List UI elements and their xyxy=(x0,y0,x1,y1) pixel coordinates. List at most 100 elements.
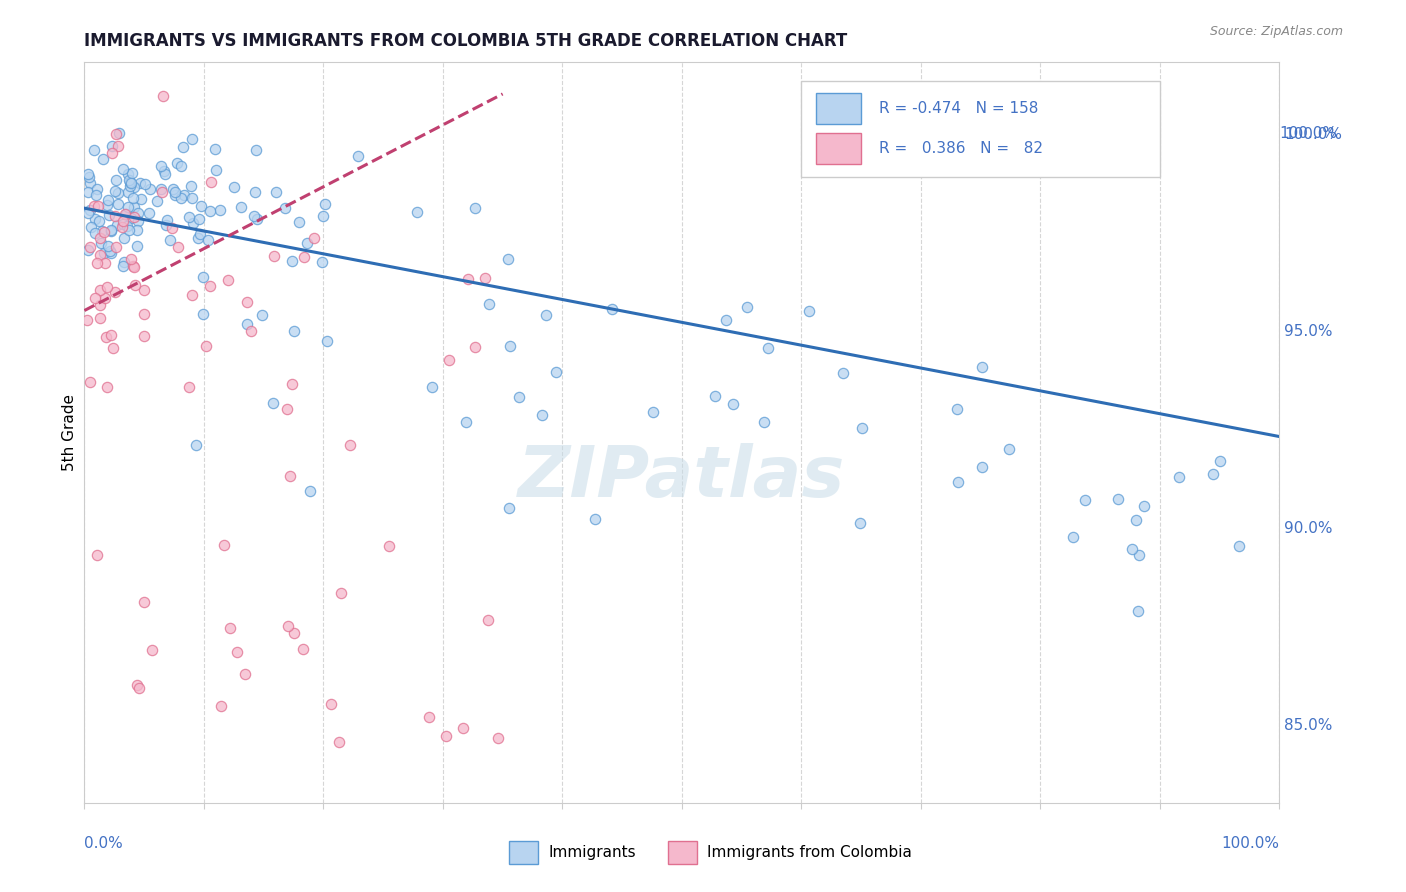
Point xyxy=(96,380,118,394)
Point xyxy=(96,280,118,294)
Point xyxy=(752,415,775,429)
Point xyxy=(243,209,266,223)
Point xyxy=(101,342,124,356)
Point xyxy=(281,253,304,268)
Point xyxy=(187,212,209,227)
Point xyxy=(735,300,758,314)
Text: 100.0%: 100.0% xyxy=(1279,126,1337,141)
Point xyxy=(132,283,155,297)
Point xyxy=(77,169,100,184)
Point xyxy=(107,186,129,200)
Point xyxy=(1128,549,1150,563)
Point xyxy=(111,162,134,177)
Point xyxy=(222,179,245,194)
Point xyxy=(283,625,305,640)
Point xyxy=(246,212,269,227)
Point xyxy=(166,240,188,254)
Point xyxy=(153,167,176,181)
FancyBboxPatch shape xyxy=(668,841,697,863)
FancyBboxPatch shape xyxy=(509,841,538,863)
Point xyxy=(117,200,139,214)
Point xyxy=(145,194,167,209)
Point xyxy=(274,202,297,216)
Point xyxy=(94,329,117,343)
Point xyxy=(120,175,142,189)
Point xyxy=(125,678,148,692)
Point xyxy=(121,259,143,273)
Point xyxy=(104,285,127,299)
Point xyxy=(83,291,105,305)
Point xyxy=(117,223,139,237)
Point xyxy=(262,396,284,410)
Point xyxy=(946,402,969,417)
Text: ZIPatlas: ZIPatlas xyxy=(519,442,845,511)
Point xyxy=(339,438,361,452)
Point xyxy=(166,156,188,170)
Point xyxy=(107,126,129,140)
Text: Source: ZipAtlas.com: Source: ZipAtlas.com xyxy=(1209,25,1343,38)
Point xyxy=(89,283,111,297)
Point xyxy=(849,516,872,530)
Point xyxy=(163,185,186,199)
Point xyxy=(122,210,145,224)
Point xyxy=(291,642,314,657)
Point xyxy=(89,298,111,312)
Point xyxy=(283,324,305,338)
Point xyxy=(159,233,181,247)
Point xyxy=(83,143,105,157)
Point xyxy=(160,221,183,235)
Point xyxy=(100,246,122,260)
Point xyxy=(292,250,315,264)
Point xyxy=(464,340,486,354)
Point xyxy=(534,309,557,323)
Point xyxy=(437,352,460,367)
Point xyxy=(101,146,124,161)
Point xyxy=(93,226,115,240)
Point xyxy=(118,173,141,187)
Point xyxy=(997,442,1019,456)
Point xyxy=(188,227,211,241)
Point xyxy=(186,438,208,452)
Point xyxy=(150,185,173,199)
Point xyxy=(1201,467,1223,481)
Text: R =   0.386   N =   82: R = 0.386 N = 82 xyxy=(879,141,1043,156)
Point xyxy=(477,613,499,627)
Point xyxy=(191,307,214,321)
Point xyxy=(152,164,174,178)
Point xyxy=(77,243,100,257)
Point xyxy=(181,191,204,205)
Point xyxy=(378,540,401,554)
Point xyxy=(245,143,267,157)
Point xyxy=(714,313,737,327)
Point xyxy=(97,208,120,222)
Point xyxy=(302,231,325,245)
Point xyxy=(602,301,624,316)
Point xyxy=(173,187,195,202)
Point xyxy=(122,200,145,214)
Point xyxy=(86,256,108,270)
Point xyxy=(101,138,124,153)
Point xyxy=(79,203,101,218)
Point xyxy=(134,307,156,321)
Point xyxy=(107,139,129,153)
Point xyxy=(150,159,173,173)
Point xyxy=(127,239,149,253)
Point xyxy=(297,236,319,251)
Point xyxy=(105,128,128,142)
Point xyxy=(797,304,820,318)
Point xyxy=(121,191,143,205)
Point xyxy=(316,334,339,348)
Point xyxy=(180,178,202,193)
Point xyxy=(263,249,285,263)
Point xyxy=(276,402,298,417)
Point xyxy=(170,159,193,173)
Point xyxy=(194,339,217,353)
Y-axis label: 5th Grade: 5th Grade xyxy=(62,394,77,471)
Point xyxy=(451,721,474,735)
Point xyxy=(235,295,257,310)
Point xyxy=(236,317,259,331)
Point xyxy=(181,216,204,230)
Point xyxy=(277,619,299,633)
Point xyxy=(972,359,994,374)
Point xyxy=(457,272,479,286)
